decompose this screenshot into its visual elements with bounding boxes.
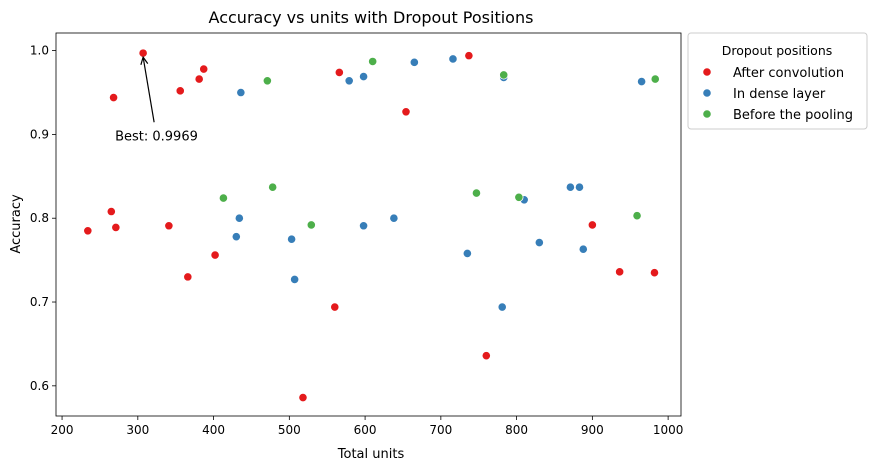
data-point-after-convolution [330,302,340,312]
data-point-after-convolution [334,67,344,77]
legend-title: Dropout positions [722,43,833,58]
data-point-after-convolution [111,222,121,233]
points-layer [83,48,660,403]
x-tick-label: 700 [429,423,452,437]
data-point-after-convolution [83,226,93,236]
data-point-after-convolution [138,48,148,58]
data-point-after-convolution [164,221,174,231]
y-tick-label: 1.0 [30,44,49,58]
data-point-in-dense-layer [462,248,472,259]
data-point-in-dense-layer [578,244,588,254]
y-axis-ticks: 0.6 0.7 0.8 0.9 1.0 [30,44,56,393]
legend-items: After convolution In dense layer Before th… [702,66,853,123]
x-tick-label: 300 [126,423,149,437]
data-point-after-convolution [183,272,193,282]
data-point-in-dense-layer [358,221,369,231]
legend-label-in-dense-layer: In dense layer [733,87,826,102]
legend-marker-in-dense-layer [702,88,712,98]
legend-box [687,32,868,130]
data-point-after-convolution [175,86,185,96]
legend-label-after-convolution: After convolution [733,66,844,81]
plot-frame [55,32,682,417]
data-point-before-the-pooling [218,193,229,203]
data-point-after-convolution [108,92,119,103]
data-point-after-convolution [464,51,474,61]
data-point-in-dense-layer [637,77,647,87]
data-point-in-dense-layer [409,57,419,67]
annotation-arrow-line [142,57,155,123]
data-point-in-dense-layer [448,54,458,64]
x-tick-label: 200 [51,423,74,437]
legend-marker-after-convolution [702,67,712,77]
data-point-before-the-pooling [268,182,278,192]
chart-title: Accuracy vs units with Dropout Positions [209,8,534,27]
x-tick-label: 600 [354,423,377,437]
data-point-after-convolution [481,351,491,361]
x-axis-ticks: 200 300 400 500 600 700 800 900 1000 [51,416,684,437]
data-point-in-dense-layer [565,182,575,192]
x-tick-label: 1000 [653,423,684,437]
best-annotation: Best: 0.9969 [115,55,198,144]
data-point-in-dense-layer [290,274,300,284]
data-point-in-dense-layer [287,234,297,244]
data-point-after-convolution [587,220,597,230]
data-point-in-dense-layer [231,232,241,242]
data-point-in-dense-layer [358,71,369,82]
data-point-after-convolution [210,250,220,260]
data-point-before-the-pooling [514,192,524,202]
legend: Dropout positions After convolution In de… [687,32,868,130]
data-point-after-convolution [106,206,116,217]
annotation-arrow-head [140,55,149,65]
y-tick-label: 0.6 [30,379,49,393]
y-axis-label: Accuracy [9,194,24,254]
x-tick-label: 900 [581,423,604,437]
data-point-before-the-pooling [471,188,482,198]
data-point-after-convolution [194,74,204,84]
data-point-before-the-pooling [306,220,316,230]
data-point-after-convolution [199,64,209,74]
data-point-after-convolution [401,107,411,117]
data-point-in-dense-layer [389,213,399,223]
y-tick-label: 0.9 [30,127,49,141]
data-point-in-dense-layer [234,213,244,223]
data-point-after-convolution [649,268,660,278]
data-point-before-the-pooling [262,76,272,86]
data-point-before-the-pooling [368,56,378,67]
data-point-in-dense-layer [574,182,585,192]
data-point-in-dense-layer [344,76,354,86]
data-point-after-convolution [298,392,308,403]
x-tick-label: 800 [505,423,528,437]
x-tick-label: 400 [202,423,225,437]
y-tick-label: 0.8 [30,211,49,225]
data-point-before-the-pooling [499,70,509,80]
legend-label-before-the-pooling: Before the pooling [733,108,853,123]
data-point-after-convolution [615,267,625,277]
annotation-label: Best: 0.9969 [115,129,198,144]
data-point-in-dense-layer [497,302,507,312]
legend-marker-before-the-pooling [702,109,712,119]
data-point-in-dense-layer [534,237,544,248]
data-point-in-dense-layer [236,87,246,98]
y-tick-label: 0.7 [30,295,49,309]
x-tick-label: 500 [278,423,301,437]
data-point-before-the-pooling [650,74,660,84]
data-point-before-the-pooling [632,211,642,221]
x-axis-label: Total units [337,447,405,462]
